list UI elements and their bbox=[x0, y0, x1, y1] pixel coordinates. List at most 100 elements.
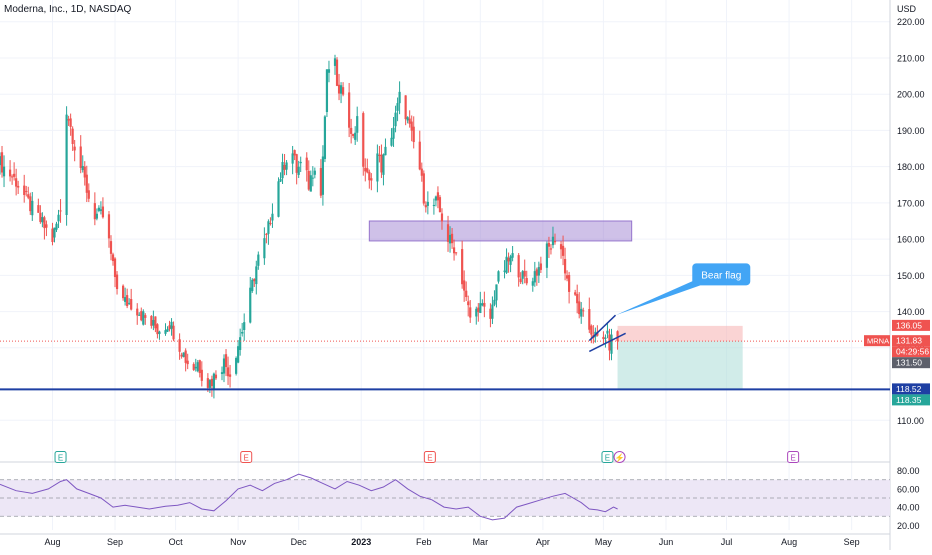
earnings-marker-label: E bbox=[605, 454, 610, 463]
candle-body bbox=[469, 307, 472, 318]
candle-body bbox=[279, 178, 282, 182]
candle-body bbox=[297, 166, 300, 175]
candle-body bbox=[368, 171, 371, 181]
candle-body bbox=[95, 213, 98, 219]
candle-body bbox=[130, 299, 133, 310]
time-tick-label: Oct bbox=[169, 537, 184, 547]
time-tick-label: Jul bbox=[721, 537, 733, 547]
candle-body bbox=[186, 360, 189, 365]
candle-body bbox=[356, 116, 359, 133]
candle-body bbox=[113, 258, 117, 278]
price-axis-label: 04:29:56 bbox=[896, 347, 929, 357]
time-tick-label: May bbox=[595, 537, 613, 547]
candle-body bbox=[2, 166, 6, 177]
candle-body bbox=[214, 374, 218, 379]
candle-body bbox=[446, 224, 450, 242]
candle-body bbox=[588, 309, 591, 330]
candle-body bbox=[295, 154, 298, 173]
candle-body bbox=[438, 197, 442, 213]
time-tick-label: Sep bbox=[107, 537, 123, 547]
candle-body bbox=[559, 244, 563, 250]
price-tick-label: 140.00 bbox=[897, 307, 925, 317]
earnings-marker-icon bbox=[787, 451, 800, 463]
candle-body bbox=[434, 196, 438, 201]
candle-body bbox=[15, 178, 18, 187]
candle-body bbox=[418, 141, 421, 170]
price-axis-label: 118.35 bbox=[896, 395, 922, 405]
price-tick-label: 150.00 bbox=[897, 271, 925, 281]
candle-body bbox=[333, 58, 337, 66]
candle-body bbox=[122, 285, 125, 299]
candle-body bbox=[362, 113, 365, 167]
candle-body bbox=[172, 325, 175, 340]
price-axis-label-box bbox=[892, 357, 930, 369]
candle-body bbox=[412, 126, 415, 143]
candle-body bbox=[79, 146, 82, 168]
candle-body bbox=[574, 292, 577, 295]
candle-body bbox=[43, 217, 46, 229]
candle-body bbox=[406, 117, 409, 121]
price-tick-label: 170.00 bbox=[897, 198, 925, 208]
candle-body bbox=[126, 295, 129, 307]
candle-body bbox=[511, 253, 514, 258]
candle-body bbox=[81, 165, 84, 171]
candle-body bbox=[243, 322, 246, 330]
candle-body bbox=[41, 217, 44, 223]
candle-body bbox=[366, 168, 369, 173]
bear-flag-pointer bbox=[615, 280, 701, 316]
rsi-tick-label: 80.00 bbox=[897, 466, 920, 476]
price-tick-label: 220.00 bbox=[897, 17, 925, 27]
candle-body bbox=[255, 266, 258, 285]
candle-body bbox=[382, 154, 385, 175]
candle-body bbox=[497, 271, 500, 282]
candle-body bbox=[180, 354, 183, 357]
candle-body bbox=[138, 314, 141, 316]
candle-body bbox=[535, 269, 538, 276]
time-tick-label: Feb bbox=[416, 537, 432, 547]
candle-body bbox=[277, 181, 280, 217]
candles-group bbox=[0, 54, 619, 399]
candle-body bbox=[440, 213, 444, 222]
candle-body bbox=[432, 204, 436, 207]
candle-body bbox=[226, 367, 230, 377]
candle-body bbox=[200, 369, 203, 381]
time-tick-label: Mar bbox=[473, 537, 489, 547]
candle-body bbox=[461, 249, 464, 285]
candle-body bbox=[483, 302, 486, 307]
candle-body bbox=[452, 247, 456, 254]
resistance-zone bbox=[368, 220, 633, 242]
price-tick-label: 200.00 bbox=[897, 90, 925, 100]
rsi-line bbox=[0, 473, 618, 521]
candle-body bbox=[222, 358, 226, 374]
price-axis-label-box bbox=[892, 383, 930, 395]
target-zone bbox=[617, 341, 743, 390]
candle-body bbox=[436, 192, 440, 201]
candle-body bbox=[67, 119, 70, 121]
candle-body bbox=[380, 154, 383, 173]
candle-body bbox=[364, 167, 367, 172]
candle-body bbox=[142, 311, 145, 325]
candle-body bbox=[107, 214, 111, 239]
time-tick-label: Sep bbox=[844, 537, 860, 547]
candle-body bbox=[198, 360, 201, 374]
candle-body bbox=[477, 307, 480, 313]
candle-body bbox=[111, 254, 115, 262]
candle-body bbox=[537, 267, 540, 276]
candle-body bbox=[311, 177, 314, 179]
time-tick-label: Jun bbox=[659, 537, 674, 547]
price-tick-label: 210.00 bbox=[897, 53, 925, 63]
candle-body bbox=[420, 168, 423, 176]
candle-body bbox=[37, 205, 40, 213]
candle-body bbox=[25, 190, 28, 192]
earnings-marker-icon bbox=[54, 451, 67, 463]
candle-body bbox=[140, 311, 143, 321]
price-tick-label: 180.00 bbox=[897, 162, 925, 172]
candle-body bbox=[253, 278, 256, 282]
candle-body bbox=[463, 280, 466, 291]
candle-body bbox=[8, 169, 12, 177]
rsi-tick-label: 40.00 bbox=[897, 503, 920, 513]
candle-body bbox=[384, 146, 387, 156]
candle-body bbox=[523, 270, 526, 277]
